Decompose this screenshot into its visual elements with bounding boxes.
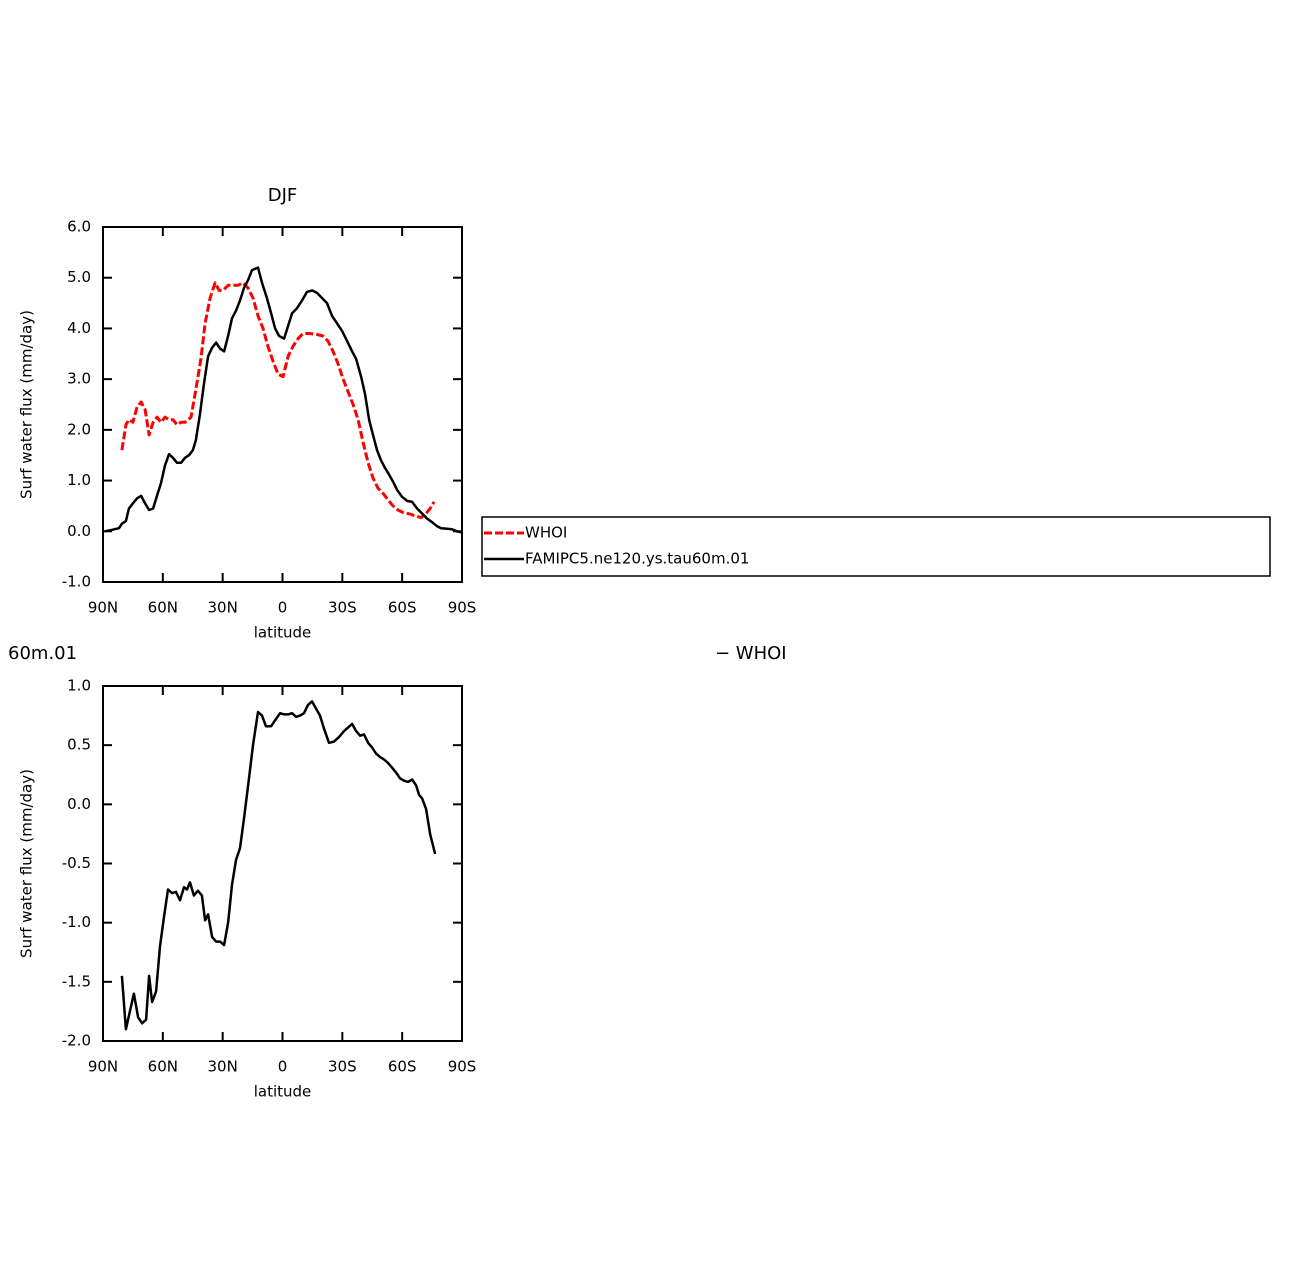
chart-title-part: 60m.01 bbox=[8, 643, 77, 664]
y-tick-label: 1.0 bbox=[67, 471, 91, 489]
y-tick-label: 2.0 bbox=[67, 420, 91, 438]
y-tick-label: 5.0 bbox=[67, 268, 91, 286]
x-tick-label: 0 bbox=[278, 1058, 288, 1076]
data-line bbox=[120, 281, 436, 520]
x-tick-label: 0 bbox=[278, 599, 288, 617]
x-tick-label: 60S bbox=[388, 1058, 417, 1076]
x-tick-label: 90S bbox=[448, 1058, 477, 1076]
x-axis-label: latitude bbox=[254, 624, 312, 642]
x-tick-label: 90S bbox=[448, 599, 477, 617]
legend-label: WHOI bbox=[525, 524, 567, 542]
y-tick-label: 4.0 bbox=[67, 319, 91, 337]
legend-box bbox=[481, 516, 1271, 577]
y-tick-label: 3.0 bbox=[67, 370, 91, 388]
x-tick-label: 90N bbox=[88, 599, 118, 617]
x-tick-label: 60N bbox=[148, 1058, 178, 1076]
y-tick-label: -1.5 bbox=[62, 972, 91, 990]
y-tick-label: 0.0 bbox=[67, 522, 91, 540]
chart-title: DJF bbox=[268, 185, 298, 206]
x-tick-label: 60S bbox=[388, 599, 417, 617]
y-tick-label: -2.0 bbox=[62, 1032, 91, 1050]
y-tick-label: -1.0 bbox=[62, 573, 91, 591]
legend-label: FAMIPC5.ne120.ys.tau60m.01 bbox=[525, 550, 749, 568]
data-line bbox=[104, 266, 462, 534]
y-tick-label: 6.0 bbox=[67, 218, 91, 236]
x-tick-label: 30N bbox=[208, 1058, 238, 1076]
x-tick-label: 30N bbox=[208, 599, 238, 617]
y-axis-label: Surf water flux (mm/day) bbox=[18, 310, 36, 499]
plot-frame bbox=[102, 226, 463, 583]
y-tick-label: 0.0 bbox=[67, 795, 91, 813]
data-line bbox=[120, 700, 437, 1031]
y-tick-label: 0.5 bbox=[67, 736, 91, 754]
x-tick-label: 30S bbox=[328, 599, 357, 617]
y-axis-label: Surf water flux (mm/day) bbox=[18, 769, 36, 958]
x-axis-label: latitude bbox=[254, 1083, 312, 1101]
y-tick-label: -0.5 bbox=[62, 854, 91, 872]
chart-title-part: − WHOI bbox=[715, 643, 787, 664]
x-tick-label: 30S bbox=[328, 1058, 357, 1076]
x-tick-label: 90N bbox=[88, 1058, 118, 1076]
y-tick-label: 1.0 bbox=[67, 677, 91, 695]
x-tick-label: 60N bbox=[148, 599, 178, 617]
y-tick-label: -1.0 bbox=[62, 913, 91, 931]
